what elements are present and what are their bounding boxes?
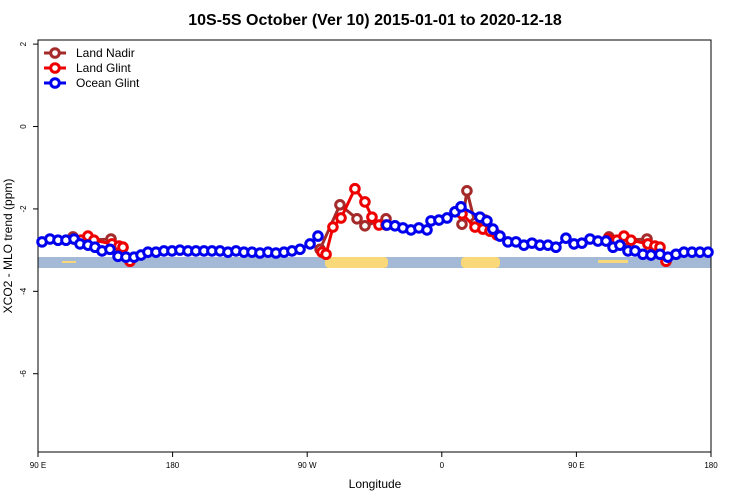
map-strip [38, 257, 711, 268]
x-tick-label: 90 E [568, 461, 584, 470]
data-point [320, 248, 332, 261]
x-tick-label: 90 W [298, 461, 317, 470]
data-point [456, 218, 468, 230]
x-axis-label: Longitude [349, 477, 402, 491]
legend-label: Ocean Glint [76, 76, 140, 90]
y-tick-label: -4 [19, 287, 28, 295]
data-point [455, 201, 467, 213]
x-tick-label: 180 [166, 461, 180, 470]
legend-marker [49, 77, 61, 89]
data-point [334, 199, 346, 211]
data-point [441, 212, 453, 224]
legend-label: Land Glint [76, 61, 131, 75]
data-point [614, 239, 626, 251]
data-point [327, 221, 339, 233]
data-point [359, 196, 371, 208]
data-point [349, 182, 361, 195]
data-point [312, 230, 324, 242]
y-tick-label: 0 [19, 124, 28, 129]
data-point [294, 243, 306, 256]
data-point [461, 184, 473, 197]
data-point [104, 243, 116, 256]
x-tick-label: 90 E [30, 461, 46, 470]
data-point [600, 235, 612, 247]
legend-label: Land Nadir [76, 46, 135, 60]
data-point [625, 234, 637, 247]
y-tick-label: -2 [19, 205, 28, 213]
y-axis-label: XCO2 - MLO trend (ppm) [1, 179, 15, 314]
data-point [645, 249, 657, 261]
y-tick-label: 2 [19, 41, 28, 46]
data-point [702, 246, 714, 258]
legend-marker [49, 62, 61, 74]
data-point [560, 232, 572, 244]
data-point [359, 220, 371, 232]
legend-marker [49, 47, 61, 59]
land-strip [325, 257, 388, 268]
land-strip [62, 261, 76, 263]
data-point [494, 230, 506, 242]
x-tick-label: 0 [440, 461, 445, 470]
data-point [481, 215, 493, 227]
land-strip [598, 260, 628, 263]
land-strip [461, 257, 500, 268]
data-point [421, 224, 433, 236]
data-point [366, 211, 378, 223]
y-tick-label: -6 [19, 370, 28, 378]
data-point [304, 238, 316, 250]
x-tick-label: 180 [704, 461, 718, 470]
data-point [550, 241, 562, 254]
data-point [117, 241, 129, 254]
data-point [487, 223, 499, 235]
chart-title: 10S-5S October (Ver 10) 2015-01-01 to 20… [188, 12, 562, 29]
data-point [335, 212, 347, 224]
data-point [351, 213, 363, 225]
